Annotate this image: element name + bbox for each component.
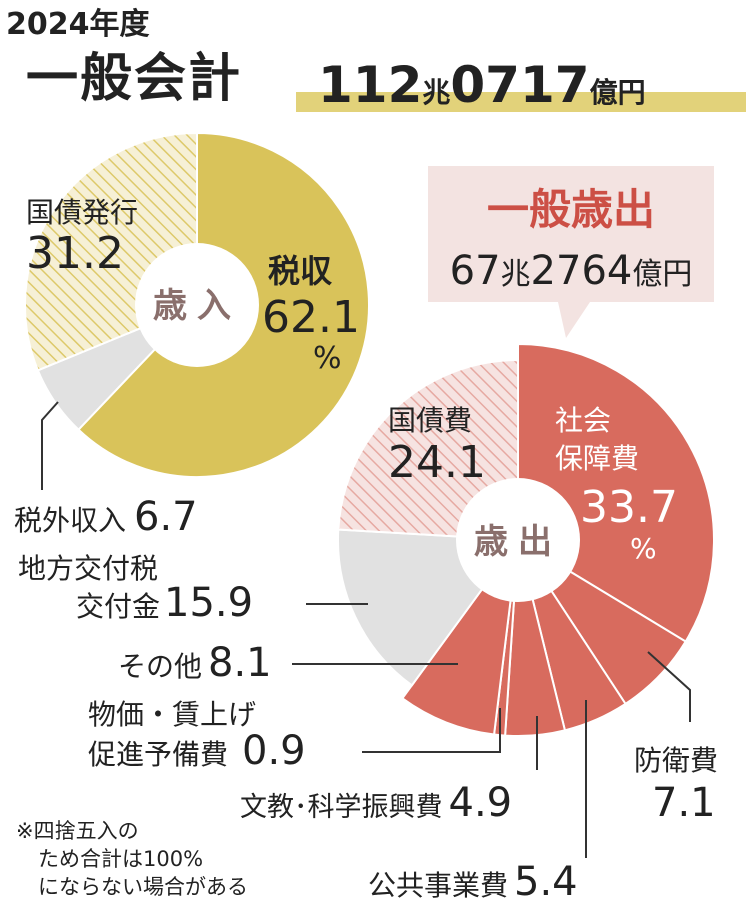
exp-public-value: 5.4 (514, 859, 578, 905)
exp-defense-value: 7.1 (652, 780, 716, 826)
exp-callout-box (428, 166, 714, 338)
exp-other-value: 8.1 (208, 640, 272, 686)
exp-local-value: 15.9 (164, 580, 253, 626)
exp-callout-value: 67兆2764億円 (450, 248, 693, 294)
exp-callout-num2: 2764 (531, 248, 633, 294)
exp-edu-name: 文教･科学振興費 (240, 792, 443, 823)
exp-ss-value: 33.7 (580, 482, 678, 533)
footnote-line-3: にならない場合がある (38, 875, 248, 899)
total-num2: 0717 (450, 56, 589, 114)
exp-reserve-name2: 促進予備費 (88, 738, 228, 771)
exp-defense-leader (647, 651, 691, 722)
rev-nontax-label: 税外収入 6.7 (14, 494, 198, 540)
exp-local-name2: 交付金 (76, 590, 160, 623)
exp-callout-unit2: 億円 (632, 257, 692, 292)
expenditure-pie-hole (456, 478, 580, 602)
exp-edu-label: 文教･科学振興費 4.9 (240, 780, 512, 826)
exp-ss-pct: % (630, 532, 657, 565)
rev-bond-name: 国債発行 (26, 196, 138, 229)
footnote-line-1: ※四捨五入の (16, 819, 139, 843)
header-year: 2024年度 (6, 7, 150, 42)
exp-reserve-name1: 物価・賃上げ (88, 698, 256, 731)
exp-local-label2: 交付金 15.9 (76, 580, 253, 626)
exp-ss-name1: 社会 (555, 404, 611, 437)
total-underline (296, 92, 746, 112)
exp-debt-name: 国債費 (388, 404, 472, 437)
rev-tax-value: 62.1 (262, 292, 360, 343)
exp-callout-unit1: 兆 (501, 257, 531, 292)
rev-tax-pct: % (313, 341, 342, 376)
footnote-line-2: ため合計は100% (38, 847, 203, 871)
expenditure-slice-7 (337, 358, 519, 542)
exp-other-name: その他 (118, 650, 202, 683)
total-unit1: 兆 (422, 76, 450, 109)
exp-callout-title: 一般歳出 (487, 185, 655, 234)
exp-debt-value: 24.1 (388, 437, 486, 488)
rev-nontax-name: 税外収入 (14, 504, 126, 537)
exp-public-label: 公共事業費 5.4 (368, 859, 578, 905)
header-title: 一般会計 (26, 49, 242, 109)
expenditure-center-label: 歳出 (474, 522, 562, 562)
exp-reserve-value: 0.9 (242, 728, 306, 774)
exp-ss-name2: 保障費 (555, 442, 639, 475)
exp-other-label: その他 8.1 (118, 640, 272, 686)
total-unit2: 億円 (590, 76, 646, 109)
revenue-center-label: 歳入 (153, 286, 241, 326)
header-total: 112兆0717億円 (318, 56, 646, 114)
exp-reserve-leader (362, 708, 501, 753)
rev-nontax-value: 6.7 (134, 494, 198, 540)
exp-local-name1: 地方交付税 (18, 552, 158, 585)
total-num: 112 (318, 56, 422, 114)
rev-tax-name: 税収 (268, 252, 332, 290)
revenue-pie-hole (135, 243, 259, 367)
rev-nontax-leader (41, 401, 59, 490)
exp-callout-num: 67 (450, 248, 501, 294)
rev-bond-value: 31.2 (26, 228, 124, 279)
exp-reserve-label2: 促進予備費 0.9 (88, 728, 306, 774)
exp-defense-name: 防衛費 (634, 744, 718, 777)
exp-public-name: 公共事業費 (368, 869, 508, 902)
exp-edu-value: 4.9 (449, 780, 513, 826)
